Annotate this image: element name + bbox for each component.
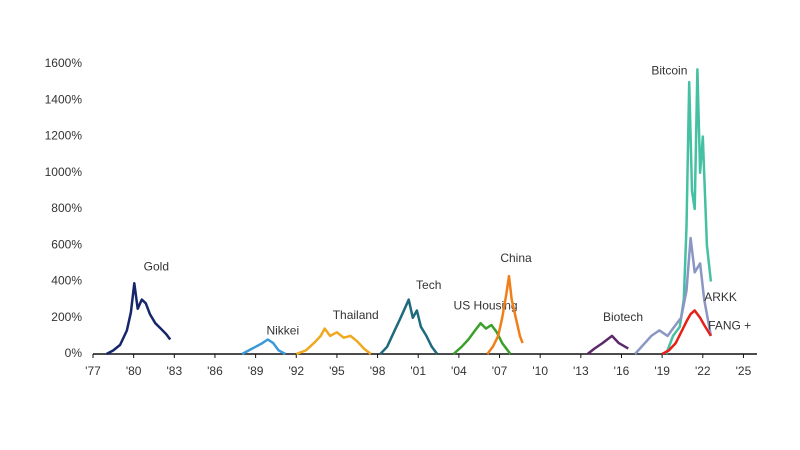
y-tick-label: 1200% (45, 129, 83, 143)
series-label: Tech (416, 278, 441, 292)
x-tick-label: '10 (532, 364, 548, 378)
y-tick-label: 1000% (45, 165, 83, 179)
series-label: China (500, 251, 532, 265)
x-tick-label: '01 (410, 364, 426, 378)
y-tick-label: 600% (51, 237, 82, 251)
series-label: FANG + (708, 319, 751, 333)
x-tick-label: '83 (166, 364, 182, 378)
x-tick-label: '89 (248, 364, 264, 378)
x-tick-label: '25 (736, 364, 752, 378)
x-tick-label: '80 (126, 364, 142, 378)
series-label: Nikkei (266, 324, 299, 338)
series-line (295, 327, 372, 356)
x-tick-label: '77 (85, 364, 101, 378)
series-line (586, 334, 629, 355)
y-tick-label: 1400% (45, 92, 83, 106)
series-label: Bitcoin (651, 64, 687, 78)
series-line (106, 282, 172, 356)
series-line (379, 298, 439, 355)
y-tick-label: 1600% (45, 56, 83, 70)
series-line (661, 309, 712, 356)
y-tick-label: 800% (51, 201, 82, 215)
series-label: US Housing (454, 298, 518, 312)
x-tick-label: '86 (207, 364, 223, 378)
series-label: Thailand (333, 308, 379, 322)
series-label: ARKK (704, 290, 737, 304)
series-label: Biotech (603, 310, 643, 324)
x-tick-label: '19 (654, 364, 670, 378)
series-line (486, 274, 524, 355)
y-tick-label: 400% (51, 274, 82, 288)
series-line (665, 68, 713, 355)
series-line (241, 338, 286, 356)
y-tick-label: 200% (51, 310, 82, 324)
x-tick-label: '98 (370, 364, 386, 378)
x-tick-label: '92 (288, 364, 304, 378)
x-tick-label: '16 (614, 364, 630, 378)
x-tick-label: '04 (451, 364, 467, 378)
series-label: Gold (144, 259, 169, 273)
x-tick-label: '22 (695, 364, 711, 378)
x-tick-label: '13 (573, 364, 589, 378)
x-tick-label: '07 (492, 364, 508, 378)
series-line (634, 236, 713, 355)
y-tick-label: 0% (65, 346, 83, 360)
series-line (452, 321, 512, 355)
x-tick-label: '95 (329, 364, 345, 378)
